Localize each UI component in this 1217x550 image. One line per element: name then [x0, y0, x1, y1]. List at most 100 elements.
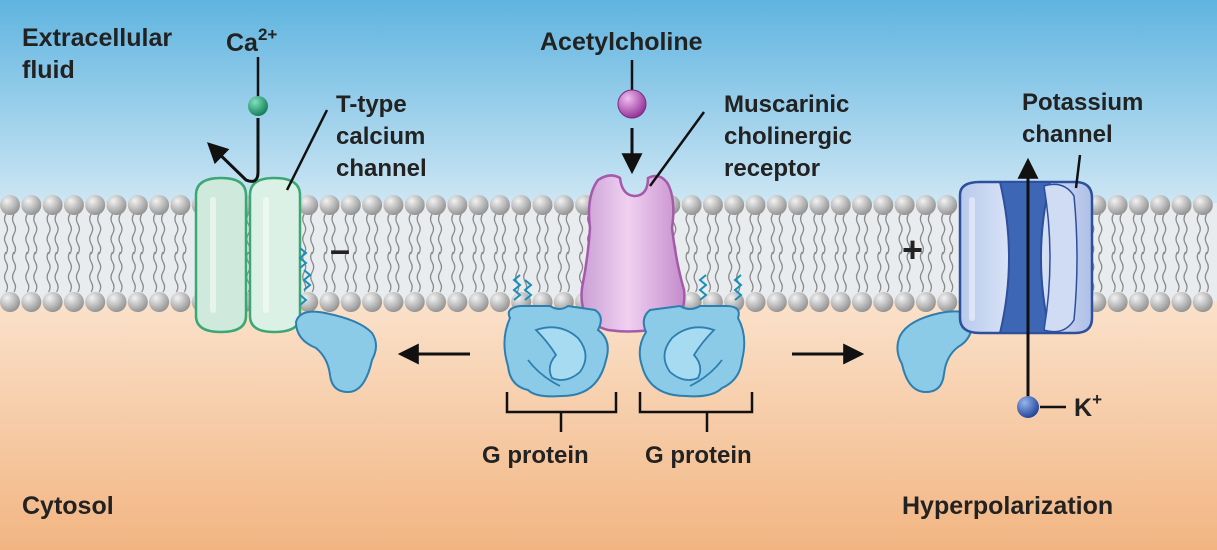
- lipid-tail: [67, 213, 73, 255]
- lipid-head: [447, 292, 468, 312]
- lipid-head: [873, 195, 894, 215]
- lipid-tail: [429, 251, 435, 293]
- lipid-head: [127, 195, 148, 215]
- lipid-head: [553, 195, 574, 215]
- lipid-tail: [387, 213, 392, 255]
- lipid-tail: [152, 213, 158, 255]
- label-potassium-ion: K+: [1074, 390, 1102, 422]
- lipid-tail: [437, 251, 443, 293]
- lipid-tail: [89, 251, 94, 293]
- lipid-head: [149, 292, 170, 312]
- lipid-tail: [1196, 251, 1201, 293]
- lipid-head: [1192, 195, 1213, 215]
- lipid-tail: [408, 251, 413, 293]
- lipid-tail: [459, 213, 464, 255]
- calcium-flow-arrow: [206, 118, 260, 183]
- lipid-tail: [885, 213, 890, 255]
- lipid-head: [852, 292, 872, 312]
- lipid-tail: [565, 213, 570, 255]
- label-ttype-3: channel: [336, 155, 427, 182]
- lipid-head: [766, 195, 787, 215]
- lipid-head: [1107, 292, 1128, 312]
- lipid-tail: [97, 213, 102, 255]
- lipid-tail: [877, 251, 882, 293]
- lipid-tail: [302, 251, 307, 293]
- lipid-anchor-gp-right: [698, 274, 743, 301]
- lipid-tail: [578, 213, 584, 255]
- lipid-tail: [33, 251, 38, 293]
- lipid-tail: [927, 213, 933, 255]
- plus-sign: +: [902, 229, 923, 270]
- lipid-tail: [310, 251, 315, 293]
- minus-sign: –: [330, 229, 350, 270]
- lipid-tail: [451, 213, 456, 255]
- lipid-tail: [863, 213, 869, 255]
- lipid-head: [170, 195, 191, 215]
- lipid-tail: [1111, 251, 1116, 293]
- lipid-tail: [544, 251, 549, 293]
- lipid-tail: [160, 213, 166, 255]
- lipid-tail: [139, 213, 144, 255]
- lipid-head: [788, 292, 809, 312]
- lipid-tail: [770, 251, 775, 293]
- label-extracellular-1: Extracellular: [22, 24, 172, 52]
- lipid-head: [766, 292, 787, 312]
- lipid-tail: [501, 251, 507, 293]
- lipid-tail: [493, 251, 499, 293]
- lipid-tail: [714, 213, 720, 255]
- bracket-g-protein-left: [505, 392, 618, 432]
- lipid-tail: [344, 251, 349, 293]
- lipid-head: [383, 292, 404, 312]
- lipid-head: [383, 195, 404, 215]
- lipid-anchor-left: [298, 247, 312, 306]
- lipid-tail: [373, 213, 379, 255]
- lipid-tail: [799, 251, 805, 293]
- lipid-head: [106, 292, 127, 312]
- lipid-tail: [799, 213, 805, 255]
- lipid-head: [809, 292, 830, 312]
- lipid-tail: [323, 251, 328, 293]
- lipid-head: [21, 292, 42, 312]
- lipid-tail: [3, 213, 9, 255]
- label-hyperpolarization: Hyperpolarization: [902, 492, 1113, 520]
- lipid-tail: [3, 251, 9, 293]
- lipid-tail: [544, 213, 549, 255]
- lipid-head: [63, 195, 84, 215]
- lipid-tail: [685, 213, 690, 255]
- lipid-head: [894, 195, 915, 215]
- calcium-ion: [248, 96, 268, 116]
- lipid-tail: [174, 251, 179, 293]
- lipid-tail: [919, 213, 925, 255]
- lipid-tail: [536, 213, 541, 255]
- lipid-tail: [429, 213, 435, 255]
- lipid-head: [1150, 292, 1171, 312]
- lipid-tail: [1154, 251, 1159, 293]
- lipid-head: [852, 195, 872, 215]
- lipid-tail: [118, 251, 123, 293]
- lipid-tail: [1175, 251, 1180, 293]
- lipid-tail: [941, 213, 946, 255]
- lipid-tail: [842, 213, 847, 255]
- lipid-tail: [706, 251, 712, 293]
- lipid-tail: [523, 251, 528, 293]
- lipid-head: [532, 195, 553, 215]
- lipid-tail: [459, 251, 464, 293]
- lipid-head: [915, 195, 936, 215]
- lipid-head: [42, 195, 63, 215]
- lipid-head: [830, 292, 851, 312]
- lipid-tail: [1183, 251, 1188, 293]
- lipid-tail: [110, 213, 115, 255]
- label-ttype-2: calcium: [336, 123, 425, 150]
- lipid-head: [319, 292, 340, 312]
- lipid-tail: [323, 213, 328, 255]
- lipid-head: [489, 292, 510, 312]
- lipid-head: [1107, 195, 1128, 215]
- lipid-head: [85, 292, 106, 312]
- lipid-head: [404, 195, 425, 215]
- lipid-head: [0, 195, 20, 215]
- lipid-tail: [714, 251, 720, 293]
- lipid-tail: [791, 251, 797, 293]
- lipid-tail: [1132, 213, 1138, 255]
- lipid-tail: [1098, 251, 1103, 293]
